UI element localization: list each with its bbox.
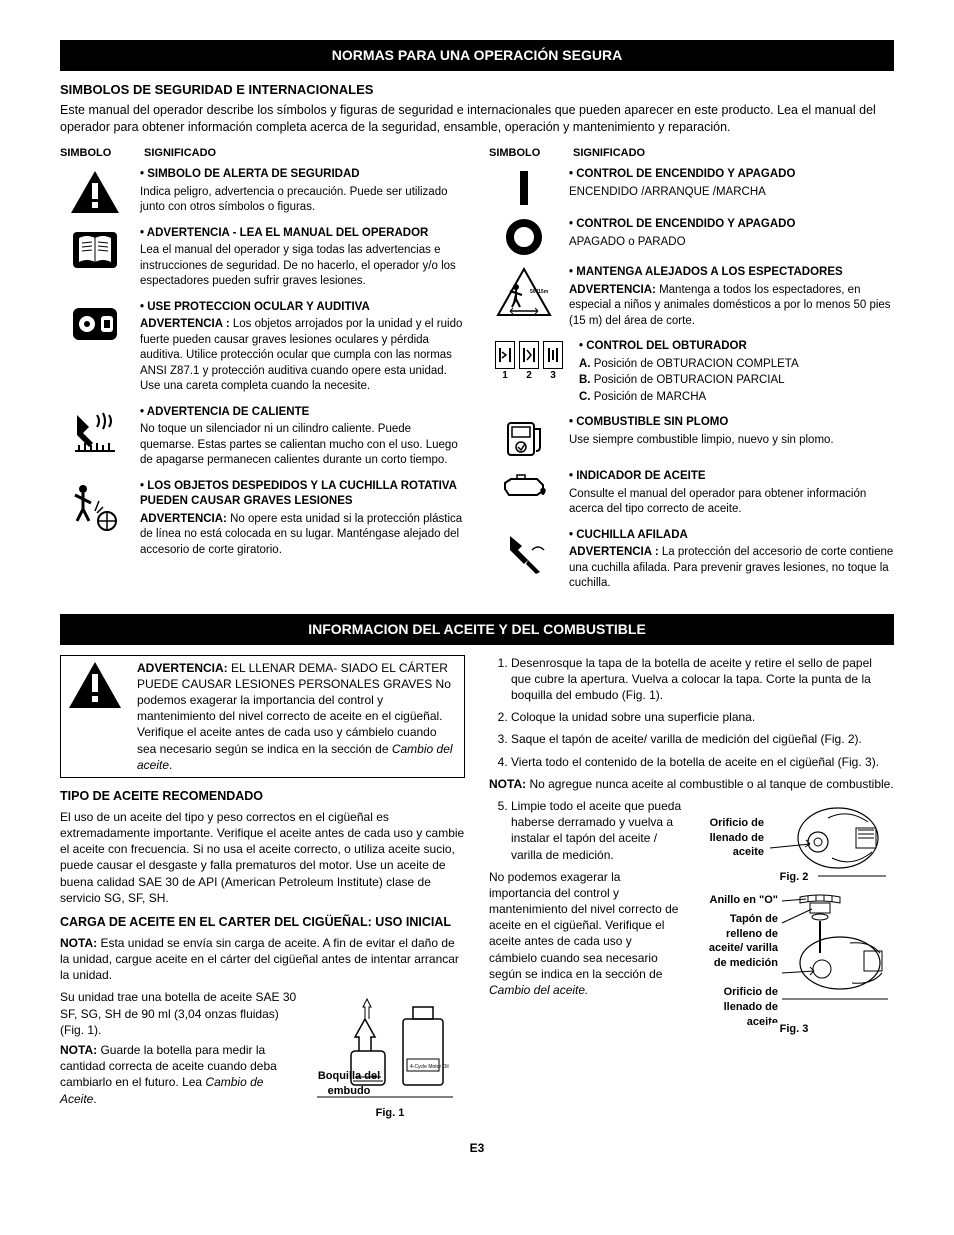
fig2-callout: Orificio de llenado de aceite	[694, 816, 764, 861]
sharp-blade-icon	[489, 528, 559, 578]
symbol-row-choke: 1 2 3 CONTROL DEL OBTURADOR A. Posición …	[489, 339, 894, 405]
choke-control-icon: 1 2 3	[489, 339, 569, 383]
symbol-text: APAGADO o PARADO	[569, 235, 894, 251]
symbol-row-eye-ear: USE PROTECCION OCULAR Y AUDITIVA ADVERTE…	[60, 300, 465, 395]
left-column: SIMBOLO SIGNIFICADO SIMBOLO DE ALERTA DE…	[60, 146, 465, 602]
figure-3: Anillo en "O" Tapón de relleno de aceite…	[694, 893, 894, 1037]
warning-triangle-icon	[67, 660, 127, 714]
symbol-title: ADVERTENCIA - LEA EL MANUAL DEL OPERADOR	[140, 226, 465, 242]
oil-type-paragraph: El uso de un aceite del tipo y peso corr…	[60, 809, 465, 906]
fig3-callout-2: Tapón de relleno de aceite/ varilla de m…	[694, 912, 778, 971]
symbol-text: Use siempre combustible limpio, nuevo y …	[569, 433, 894, 449]
symbol-title: INDICADOR DE ACEITE	[569, 469, 894, 485]
symbol-text: Consulte el manual del operador para obt…	[569, 487, 894, 518]
col-header-left: SIMBOLO SIGNIFICADO	[60, 146, 465, 161]
symbol-title: CUCHILLA AFILADA	[569, 528, 894, 544]
banner-safety: NORMAS PARA UNA OPERACIÓN SEGURA	[60, 40, 894, 71]
header-symbol: SIMBOLO	[489, 146, 573, 161]
figure-1: 4-Cycle Motor Oil Boquilla del embudo Fi…	[315, 989, 465, 1120]
col-header-right: SIMBOLO SIGNIFICADO	[489, 146, 894, 161]
nota3: NOTA: No agregue nunca aceite al combust…	[489, 776, 894, 792]
symbol-title: CONTROL DE ENCENDIDO Y APAGADO	[569, 217, 894, 233]
step-item: Limpie todo el aceite que pueda haberse …	[511, 798, 682, 863]
header-symbol: SIMBOLO	[60, 146, 144, 161]
step5-and-figs: Limpie todo el aceite que pueda haberse …	[489, 798, 894, 1036]
eye-ear-protection-icon	[60, 300, 130, 346]
symbol-text: ADVERTENCIA: No opere esta unidad si la …	[140, 512, 465, 559]
oil-right-col: Desenrosque la tapa de la botella de ace…	[489, 655, 894, 1121]
intro-paragraph: Este manual del operador describe los sí…	[60, 102, 894, 136]
symbol-row-thrown-objects: LOS OBJETOS DESPEDIDOS Y LA CUCHILLA ROT…	[60, 479, 465, 559]
right-column: SIMBOLO SIGNIFICADO CONTROL DE ENCENDIDO…	[489, 146, 894, 602]
warning-box: ADVERTENCIA: EL LLENAR DEMA- SIADO EL CÁ…	[60, 655, 465, 778]
symbol-title: USE PROTECCION OCULAR Y AUDITIVA	[140, 300, 465, 316]
hot-surface-icon	[60, 405, 130, 455]
fill-heading: CARGA DE ACEITE EN EL CARTER DEL CIGÜEÑA…	[60, 914, 465, 931]
symbol-text: ADVERTENCIA : La protección del accesori…	[569, 545, 894, 592]
symbol-row-on: CONTROL DE ENCENDIDO Y APAGADO ENCENDIDO…	[489, 167, 894, 207]
symbol-title: COMBUSTIBLE SIN PLOMO	[569, 415, 894, 431]
symbol-title: MANTENGA ALEJADOS A LOS ESPECTADORES	[569, 265, 894, 281]
fig3-callout-3: Orificio de llenado de aceite	[694, 985, 778, 1030]
symbol-row-bystanders: 50'/15m MANTENGA ALEJADOS A LOS ESPECTAD…	[489, 265, 894, 329]
banner-oil-fuel: INFORMACION DEL ACEITE Y DEL COMBUSTIBLE	[60, 614, 894, 645]
symbol-row-alert: SIMBOLO DE ALERTA DE SEGURIDAD Indica pe…	[60, 167, 465, 216]
oil-indicator-icon	[489, 469, 559, 501]
oil-type-heading: TIPO DE ACEITE RECOMENDADO	[60, 788, 465, 805]
bystanders-away-icon: 50'/15m	[489, 265, 559, 319]
fig1-label: Fig. 1	[366, 1106, 415, 1121]
symbol-text: Lea el manual del operador y siga todas …	[140, 243, 465, 290]
symbol-title: LOS OBJETOS DESPEDIDOS Y LA CUCHILLA ROT…	[140, 479, 465, 510]
alert-triangle-icon	[60, 167, 130, 215]
symbol-row-off: CONTROL DE ENCENDIDO Y APAGADO APAGADO o…	[489, 217, 894, 255]
header-meaning: SIGNIFICADO	[573, 146, 645, 161]
steps-list: Desenrosque la tapa de la botella de ace…	[511, 655, 894, 770]
bottle-and-fig1: Su unidad trae una botella de aceite SAE…	[60, 989, 465, 1120]
fig3-label: Fig. 3	[770, 1023, 819, 1035]
symbol-text: ENCENDIDO /ARRANQUE /MARCHA	[569, 185, 894, 201]
manual-icon	[60, 226, 130, 272]
symbol-row-oil: INDICADOR DE ACEITE Consulte el manual d…	[489, 469, 894, 518]
nota2: NOTA: Guarde la botella para medir la ca…	[60, 1042, 303, 1107]
oil-fuel-columns: ADVERTENCIA: EL LLENAR DEMA- SIADO EL CÁ…	[60, 655, 894, 1121]
header-meaning: SIGNIFICADO	[144, 146, 216, 161]
thrown-objects-icon	[60, 479, 130, 533]
off-symbol-icon	[489, 217, 559, 255]
fig3-callout-1: Anillo en "O"	[694, 893, 778, 908]
svg-text:50'/15m: 50'/15m	[530, 289, 549, 295]
symbol-row-hot: ADVERTENCIA DE CALIENTE No toque un sile…	[60, 405, 465, 469]
on-symbol-icon	[489, 167, 559, 207]
page-number: E3	[60, 1140, 894, 1156]
symbol-text: ADVERTENCIA: Mantenga a todos los espect…	[569, 283, 894, 330]
symbol-row-fuel: COMBUSTIBLE SIN PLOMO Use siempre combus…	[489, 415, 894, 459]
step-item: Saque el tapón de aceite/ varilla de med…	[511, 731, 894, 747]
unleaded-fuel-icon	[489, 415, 559, 459]
svg-text:4-Cycle Motor Oil: 4-Cycle Motor Oil	[410, 1064, 449, 1070]
steps-list-cont: Limpie todo el aceite que pueda haberse …	[511, 798, 682, 863]
step-item: Desenrosque la tapa de la botella de ace…	[511, 655, 894, 704]
symbol-text: No toque un silenciador ni un cilindro c…	[140, 422, 465, 469]
oil-left-col: ADVERTENCIA: EL LLENAR DEMA- SIADO EL CÁ…	[60, 655, 465, 1121]
symbol-title: ADVERTENCIA DE CALIENTE	[140, 405, 465, 421]
symbol-text: ADVERTENCIA : Los objetos arrojados por …	[140, 317, 465, 395]
section-heading-symbols: SIMBOLOS DE SEGURIDAD E INTERNACIONALES	[60, 81, 894, 99]
nota1: NOTA: Esta unidad se envía sin carga de …	[60, 935, 465, 984]
symbol-title: SIMBOLO DE ALERTA DE SEGURIDAD	[140, 167, 465, 183]
step-item: Coloque la unidad sobre una superficie p…	[511, 709, 894, 725]
symbol-row-blade: CUCHILLA AFILADA ADVERTENCIA : La protec…	[489, 528, 894, 592]
symbol-title: CONTROL DE ENCENDIDO Y APAGADO	[569, 167, 894, 183]
closing-paragraph: No podemos exagerar la importancia del c…	[489, 869, 682, 999]
step-item: Vierta todo el contenido de la botella d…	[511, 754, 894, 770]
fig2-label: Fig. 2	[770, 871, 819, 883]
symbol-columns: SIMBOLO SIGNIFICADO SIMBOLO DE ALERTA DE…	[60, 146, 894, 602]
fig1-callout: Boquilla del embudo	[309, 1069, 389, 1099]
symbol-text: Indica peligro, advertencia o precaución…	[140, 185, 465, 216]
warning-box-text: ADVERTENCIA: EL LLENAR DEMA- SIADO EL CÁ…	[137, 660, 458, 773]
bottle-paragraph: Su unidad trae una botella de aceite SAE…	[60, 989, 303, 1038]
symbol-text: A. Posición de OBTURACION COMPLETA B. Po…	[579, 357, 894, 406]
symbol-row-manual: ADVERTENCIA - LEA EL MANUAL DEL OPERADOR…	[60, 226, 465, 290]
figure-2: Orificio de llenado de aceite	[694, 798, 894, 885]
symbol-title: CONTROL DEL OBTURADOR	[579, 339, 894, 355]
